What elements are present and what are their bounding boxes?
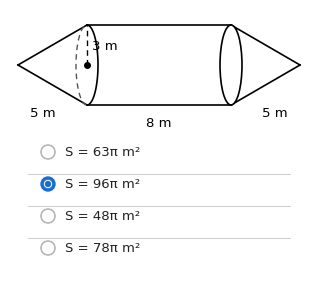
Text: S = 78π m²: S = 78π m² — [65, 241, 140, 254]
Text: 3 m: 3 m — [92, 40, 118, 53]
Polygon shape — [87, 25, 231, 105]
Ellipse shape — [220, 25, 242, 105]
Circle shape — [45, 181, 51, 186]
Circle shape — [41, 145, 55, 159]
Text: S = 63π m²: S = 63π m² — [65, 145, 140, 158]
Text: 5 m: 5 m — [262, 107, 288, 120]
Circle shape — [41, 177, 55, 191]
Text: S = 96π m²: S = 96π m² — [65, 177, 140, 190]
Text: 8 m: 8 m — [146, 117, 172, 130]
Circle shape — [45, 181, 52, 188]
Text: 5 m: 5 m — [30, 107, 56, 120]
Circle shape — [41, 241, 55, 255]
Circle shape — [41, 209, 55, 223]
Text: S = 48π m²: S = 48π m² — [65, 209, 140, 222]
